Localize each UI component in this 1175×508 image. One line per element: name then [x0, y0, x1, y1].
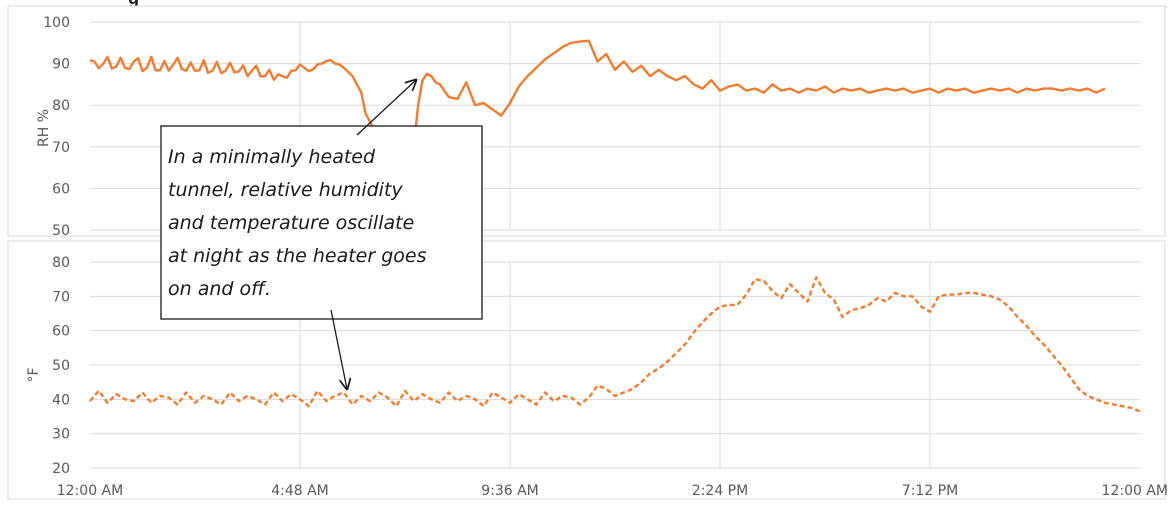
x-tick-label: 9:36 AM [481, 483, 539, 499]
x-tick-label: 12:00 AM [1102, 483, 1168, 499]
temp-y-axis-label: °F [26, 367, 42, 382]
temp-y-tick-label: 30 [52, 427, 70, 443]
callout-arrow-temp [330, 309, 347, 389]
temp-y-tick-label: 40 [52, 392, 70, 408]
temp-y-tick-labels: 20 30 40 50 60 70 80 [52, 255, 70, 477]
rh-y-tick-label: 50 [52, 223, 70, 239]
x-tick-label: 7:12 PM [902, 483, 958, 499]
temp-y-tick-label: 80 [52, 255, 70, 271]
title-fragment: g [128, 0, 139, 8]
callout-arrow-rh [356, 80, 416, 136]
callout-line-4: at night as the heater goes [168, 245, 427, 267]
temp-y-tick-label: 50 [52, 358, 70, 374]
callout-box [160, 125, 483, 320]
temp-gridlines [90, 261, 1140, 469]
x-tick-labels: 12:00 AM 4:48 AM 9:36 AM 2:24 PM 7:12 PM 12:0… [57, 483, 1168, 499]
rh-y-tick-label: 60 [52, 181, 70, 197]
temp-y-tick-label: 70 [52, 289, 70, 305]
callout-line-1: In a minimally heated [168, 146, 376, 168]
x-tick-label: 4:48 AM [271, 483, 329, 499]
rh-y-axis-label: RH % [36, 109, 52, 147]
callout-line-2: tunnel, relative humidity [168, 179, 403, 201]
x-tick-label: 2:24 PM [692, 483, 748, 499]
rh-series [89, 39, 1106, 157]
rh-y-tick-label: 80 [52, 98, 70, 114]
rh-y-tick-label: 100 [43, 15, 70, 31]
temp-y-tick-label: 20 [52, 461, 70, 477]
callout-line-5: on and off. [168, 278, 271, 300]
rh-y-tick-label: 90 [52, 57, 70, 73]
x-tick-label: 12:00 AM [57, 483, 123, 499]
rh-y-tick-labels: 50 60 70 80 90 100 [43, 15, 70, 239]
rh-y-tick-label: 70 [52, 140, 70, 156]
rh-series-line [89, 39, 1106, 157]
temp-series-line [89, 276, 1141, 413]
temp-series [89, 276, 1141, 413]
temp-y-tick-label: 60 [52, 324, 70, 340]
callout-line-3: and temperature oscillate [168, 212, 414, 234]
